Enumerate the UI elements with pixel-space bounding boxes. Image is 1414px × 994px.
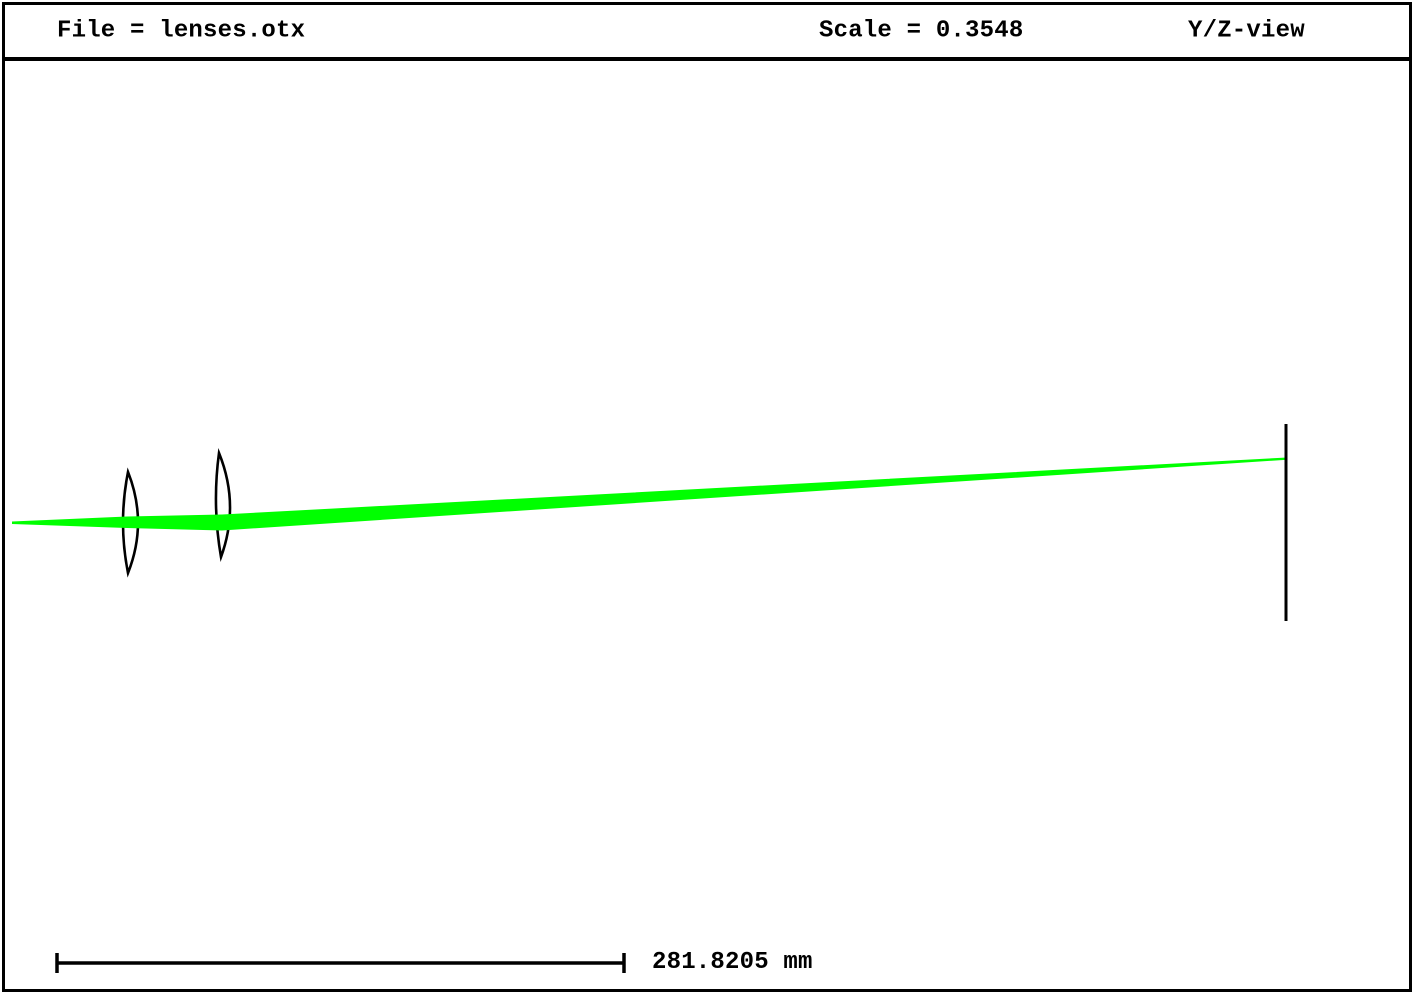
- scale-value-label: Scale = 0.3548: [819, 17, 1024, 45]
- view-name-label: Y/Z-view: [1188, 17, 1305, 45]
- lens-1-outline: [121, 467, 140, 578]
- file-name-label: File = lenses.otx: [57, 17, 306, 45]
- ray-bundle: [12, 457, 1287, 531]
- lens-2-outline: [214, 447, 232, 563]
- header-bar: File = lenses.otx Scale = 0.3548 Y/Z-vie…: [2, 2, 1412, 60]
- scale-bar-label: 281.8205 mm: [652, 949, 813, 976]
